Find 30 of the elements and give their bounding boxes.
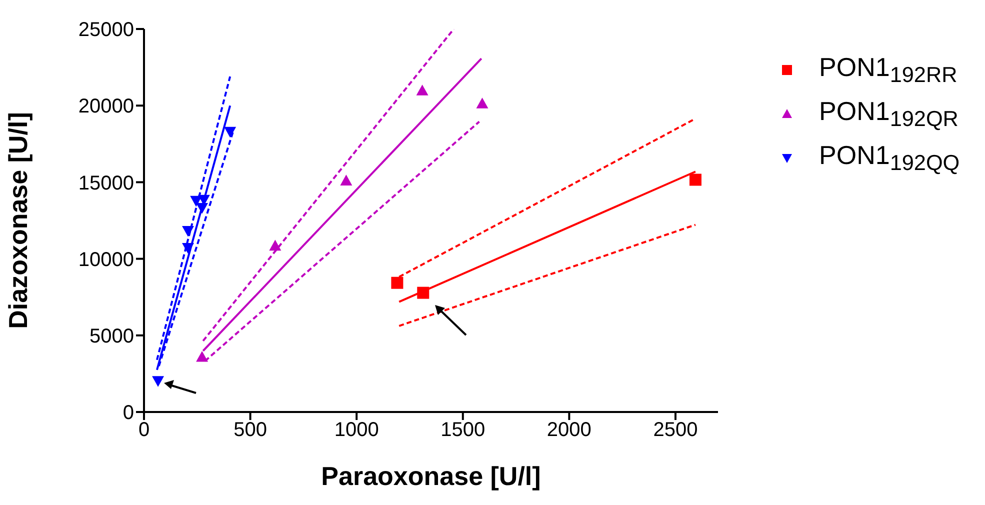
x-tick-label: 500: [234, 419, 267, 442]
legend-label: PON1$_{192QR}$: [819, 96, 958, 132]
y-tick-label: 20000: [78, 96, 134, 118]
x-tick-label: 2500: [653, 419, 698, 442]
point: [340, 174, 352, 186]
x-axis-title: Paraoxonase [U/l]: [321, 461, 541, 491]
y-axis-title: Diazoxonase [U/l]: [3, 112, 34, 329]
y-tick-label: 15000: [78, 172, 134, 194]
x-tick-label: 2000: [546, 419, 592, 442]
y-tick-label: 10000: [78, 248, 134, 271]
x-tick-label: 1500: [440, 419, 486, 442]
point: [391, 276, 404, 289]
point: [416, 84, 428, 96]
y-tick-label: 0: [122, 402, 134, 424]
legend-label: PON1$_{192QQ}$: [819, 140, 960, 176]
y-tick-label: 25000: [78, 19, 134, 42]
x-tick-label: 1000: [334, 419, 379, 442]
point: [269, 240, 282, 251]
point: [182, 242, 194, 254]
y-tick-label: 5000: [90, 326, 134, 348]
point: [152, 376, 164, 387]
x-tick-label: 0: [138, 419, 150, 442]
point: [476, 98, 488, 108]
point: [417, 286, 430, 299]
legend-label: PON1$_{192RR}$: [819, 52, 958, 88]
point: [196, 202, 208, 214]
point: [224, 126, 236, 138]
point: [689, 174, 702, 186]
point: [196, 351, 208, 362]
point: [182, 226, 194, 237]
